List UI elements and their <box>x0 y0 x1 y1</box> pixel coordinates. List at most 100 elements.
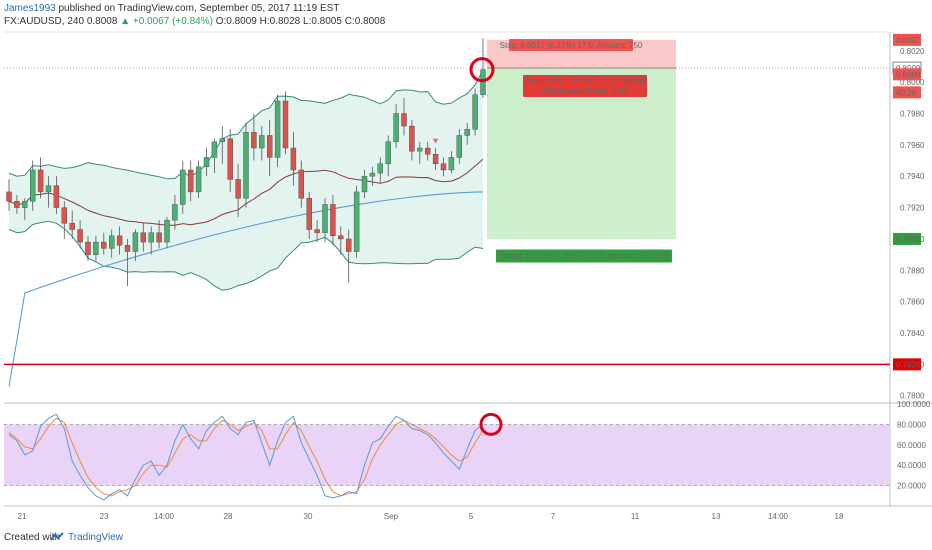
stochastic-tick-label: 20.0000 <box>897 482 926 491</box>
candle-body[interactable] <box>440 163 447 171</box>
candle-body[interactable] <box>227 138 233 180</box>
price-tick-label: 0.7920 <box>900 204 925 213</box>
created-with-text: Created with <box>4 532 61 543</box>
highlight-circle <box>469 57 495 83</box>
candle-body[interactable] <box>243 132 249 199</box>
current-price-tag <box>893 68 921 81</box>
candle-body[interactable] <box>346 238 352 252</box>
candle-body[interactable] <box>401 113 407 127</box>
candle-body[interactable] <box>180 169 186 205</box>
sell-signal-icon <box>432 138 439 144</box>
price-chart[interactable]: Stop: 0.0017 (0.21%) 17.0, Amount: 750 Cl… <box>0 0 932 526</box>
publish-text: published on TradingView.com, September … <box>55 3 340 14</box>
candle-body[interactable] <box>472 94 478 130</box>
candle-body[interactable] <box>353 191 360 252</box>
candle-body[interactable] <box>6 191 12 202</box>
price-tick-label: 0.7800 <box>900 392 925 401</box>
candle-body[interactable] <box>393 113 399 142</box>
candle-body[interactable] <box>251 132 257 149</box>
candle-body[interactable] <box>14 201 20 208</box>
candle-body[interactable] <box>314 229 320 233</box>
candle-body[interactable] <box>361 176 368 193</box>
candle-body[interactable] <box>369 172 376 177</box>
candle-body[interactable] <box>274 100 281 158</box>
time-tick-label: 21 <box>18 512 27 521</box>
candle-body[interactable] <box>259 135 265 149</box>
candle-body[interactable] <box>156 232 162 243</box>
closed-pnl-label-text-0: Closed P&L: -0.0017, Qty: 138888 <box>524 77 646 86</box>
candle-body[interactable] <box>377 163 383 174</box>
candle-body[interactable] <box>385 141 391 164</box>
stochastic-highlight-circle <box>479 412 503 436</box>
candle-body[interactable] <box>464 129 470 136</box>
candle-body[interactable] <box>172 204 178 221</box>
candle-body[interactable] <box>124 245 131 252</box>
candle-body[interactable] <box>480 69 486 95</box>
candle-body[interactable] <box>37 169 44 193</box>
stochastic-tick-label: 40.0000 <box>897 461 926 470</box>
chart-header: James1993 published on TradingView.com, … <box>0 0 932 32</box>
candle-body[interactable] <box>432 154 439 164</box>
candle-body[interactable] <box>417 147 423 152</box>
candle-body[interactable] <box>219 138 226 142</box>
candle-body[interactable] <box>267 135 273 158</box>
target-label-box <box>496 249 672 263</box>
price-tick-label: 0.8000 <box>900 78 925 87</box>
candle-body[interactable] <box>322 204 328 233</box>
target-price-tag-text: 0.7900 <box>896 235 921 244</box>
candle-body[interactable] <box>22 201 28 208</box>
candle-body[interactable] <box>30 169 36 202</box>
closed-pnl-label-box <box>523 75 647 97</box>
candle-body[interactable] <box>456 135 462 158</box>
publish-line: James1993 published on TradingView.com, … <box>4 3 339 14</box>
price-tick-label: 0.7860 <box>900 298 925 307</box>
time-tick-label: 5 <box>469 512 474 521</box>
candle-body[interactable] <box>148 232 154 243</box>
candle-body[interactable] <box>77 229 83 243</box>
candle-body[interactable] <box>298 169 304 199</box>
time-tick-label: 14:00 <box>154 512 175 521</box>
author-link[interactable]: James1993 <box>4 3 56 14</box>
candle-body[interactable] <box>93 241 99 255</box>
candle-body[interactable] <box>290 147 297 171</box>
candle-body[interactable] <box>116 235 123 246</box>
candle-body[interactable] <box>338 235 344 240</box>
candle-body[interactable] <box>140 232 147 243</box>
candle-body[interactable] <box>282 100 289 149</box>
candle-body[interactable] <box>203 157 210 168</box>
candle-body[interactable] <box>330 204 336 237</box>
candle-body[interactable] <box>409 125 415 152</box>
stop-label-text-0: Stop: 0.0017 (0.21%) 17.0, Amount: 750 <box>500 41 643 50</box>
stochastic-tick-label: 100.0000 <box>897 400 931 409</box>
candle-body[interactable] <box>69 223 75 230</box>
candle-body[interactable] <box>164 219 170 243</box>
tradingview-link[interactable]: TradingView <box>68 532 124 543</box>
candle-body[interactable] <box>53 185 60 208</box>
target-price-tag <box>893 232 921 245</box>
closed-pnl-label-text-1: Risk/Reward Ratio: 6.42 <box>542 87 629 96</box>
price-tick-label: 0.8020 <box>900 47 925 56</box>
candle-body[interactable] <box>132 232 139 252</box>
candle-body[interactable] <box>425 147 431 155</box>
candle-body[interactable] <box>211 141 218 158</box>
symbol-label[interactable]: FX:AUDUSD, 240 <box>4 16 85 27</box>
candle-body[interactable] <box>101 241 107 249</box>
price-tick-label: 0.7880 <box>900 266 925 275</box>
candle-body[interactable] <box>61 207 67 224</box>
time-tick-label: 28 <box>224 512 233 521</box>
candle-body[interactable] <box>187 169 194 193</box>
candle-body[interactable] <box>306 197 312 230</box>
time-tick-label: 7 <box>551 512 556 521</box>
moving-average-line <box>8 191 484 387</box>
time-tick-label: Sep <box>384 512 399 521</box>
candle-body[interactable] <box>85 241 91 255</box>
candle-body[interactable] <box>448 157 455 171</box>
price-change: +0.0067 (+0.84%) <box>132 16 213 27</box>
candle-body[interactable] <box>108 235 115 249</box>
time-tick-label: 13 <box>712 512 721 521</box>
price-tick-label: 0.7960 <box>900 141 925 150</box>
last-price: 0.8008 <box>86 16 118 27</box>
candle-body[interactable] <box>45 185 52 193</box>
candle-body[interactable] <box>195 166 202 193</box>
candle-body[interactable] <box>235 179 241 199</box>
